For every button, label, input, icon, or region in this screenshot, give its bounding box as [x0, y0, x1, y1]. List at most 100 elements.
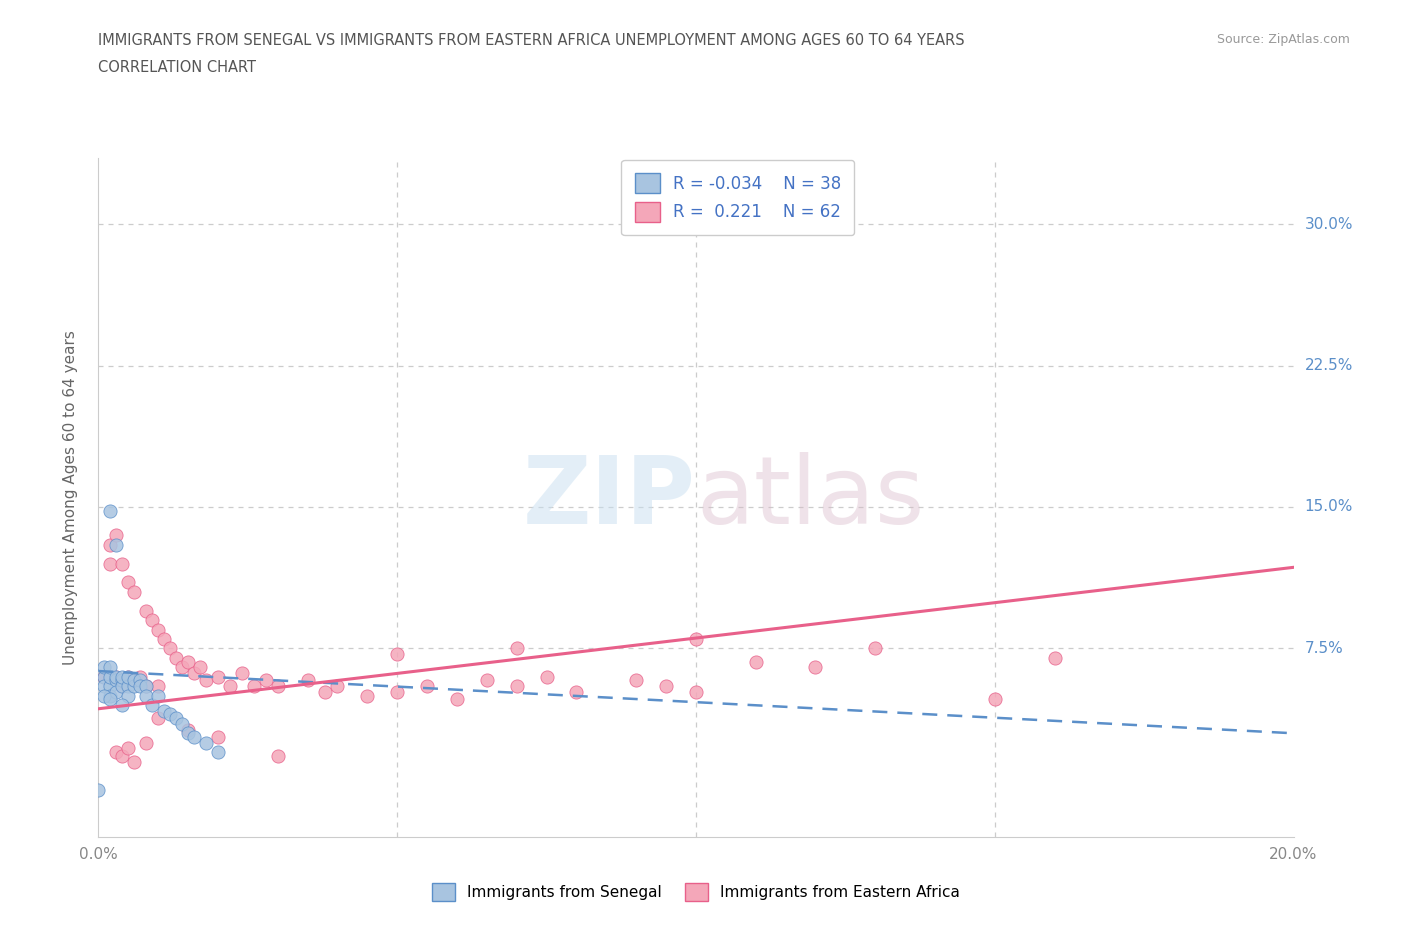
Point [416, 679, 439, 694]
Point [124, 679, 146, 694]
Point [141, 613, 163, 628]
Point [135, 688, 157, 703]
Point [506, 641, 529, 656]
Point [536, 670, 558, 684]
Point [135, 736, 157, 751]
Point [135, 679, 157, 694]
Point [624, 673, 647, 688]
Point [124, 584, 146, 599]
Text: atlas: atlas [696, 452, 924, 543]
Point [177, 722, 200, 737]
Point [117, 688, 139, 703]
Text: 22.5%: 22.5% [1305, 358, 1353, 373]
Point [105, 670, 128, 684]
Point [148, 622, 170, 637]
Point [983, 692, 1005, 707]
Point [117, 741, 139, 756]
Point [135, 604, 157, 618]
Point [685, 631, 707, 646]
Point [111, 670, 134, 684]
Point [124, 673, 146, 688]
Text: 30.0%: 30.0% [1305, 217, 1353, 232]
Point [93, 688, 115, 703]
Point [254, 673, 277, 688]
Point [98, 538, 122, 552]
Point [111, 679, 134, 694]
Point [685, 684, 707, 699]
Text: Source: ZipAtlas.com: Source: ZipAtlas.com [1216, 33, 1350, 46]
Point [865, 641, 887, 656]
Point [506, 679, 529, 694]
Point [117, 679, 139, 694]
Point [111, 679, 134, 694]
Point [153, 631, 176, 646]
Point [183, 730, 205, 745]
Point [111, 556, 134, 571]
Y-axis label: Unemployment Among Ages 60 to 64 years: Unemployment Among Ages 60 to 64 years [63, 330, 77, 665]
Point [267, 749, 290, 764]
Point [135, 679, 157, 694]
Point [315, 684, 337, 699]
Point [105, 538, 128, 552]
Point [98, 692, 122, 707]
Text: IMMIGRANTS FROM SENEGAL VS IMMIGRANTS FROM EASTERN AFRICA UNEMPLOYMENT AMONG AGE: IMMIGRANTS FROM SENEGAL VS IMMIGRANTS FR… [98, 33, 965, 47]
Point [267, 679, 290, 694]
Point [148, 679, 170, 694]
Point [98, 556, 122, 571]
Point [98, 503, 122, 518]
Point [105, 684, 128, 699]
Point [1043, 650, 1066, 665]
Point [745, 654, 768, 669]
Point [172, 716, 194, 731]
Point [117, 670, 139, 684]
Point [165, 650, 187, 665]
Text: 7.5%: 7.5% [1305, 641, 1343, 656]
Point [219, 679, 242, 694]
Point [297, 673, 319, 688]
Text: CORRELATION CHART: CORRELATION CHART [98, 60, 256, 75]
Point [207, 670, 229, 684]
Point [243, 679, 266, 694]
Point [177, 654, 200, 669]
Point [87, 782, 110, 797]
Point [356, 688, 378, 703]
Point [98, 679, 122, 694]
Point [98, 670, 122, 684]
Point [231, 666, 253, 681]
Point [117, 670, 139, 684]
Point [141, 698, 163, 712]
Point [172, 660, 194, 675]
Point [129, 679, 152, 694]
Point [565, 684, 588, 699]
Text: 15.0%: 15.0% [1305, 499, 1353, 514]
Point [177, 725, 200, 740]
Point [148, 711, 170, 725]
Point [105, 528, 128, 543]
Point [326, 679, 349, 694]
Point [446, 692, 468, 707]
Point [111, 698, 134, 712]
Point [105, 745, 128, 760]
Point [159, 641, 181, 656]
Point [194, 736, 218, 751]
Point [98, 688, 122, 703]
Point [153, 703, 176, 718]
Point [475, 673, 498, 688]
Point [207, 730, 229, 745]
Point [105, 673, 128, 688]
Point [111, 749, 134, 764]
Point [105, 670, 128, 684]
Point [111, 673, 134, 688]
Point [129, 673, 152, 688]
Point [98, 660, 122, 675]
Point [207, 745, 229, 760]
Point [165, 711, 187, 725]
Point [385, 646, 409, 661]
Point [93, 670, 115, 684]
Point [93, 660, 115, 675]
Point [385, 684, 409, 699]
Point [655, 679, 678, 694]
Point [117, 575, 139, 590]
Point [93, 679, 115, 694]
Point [159, 707, 181, 722]
